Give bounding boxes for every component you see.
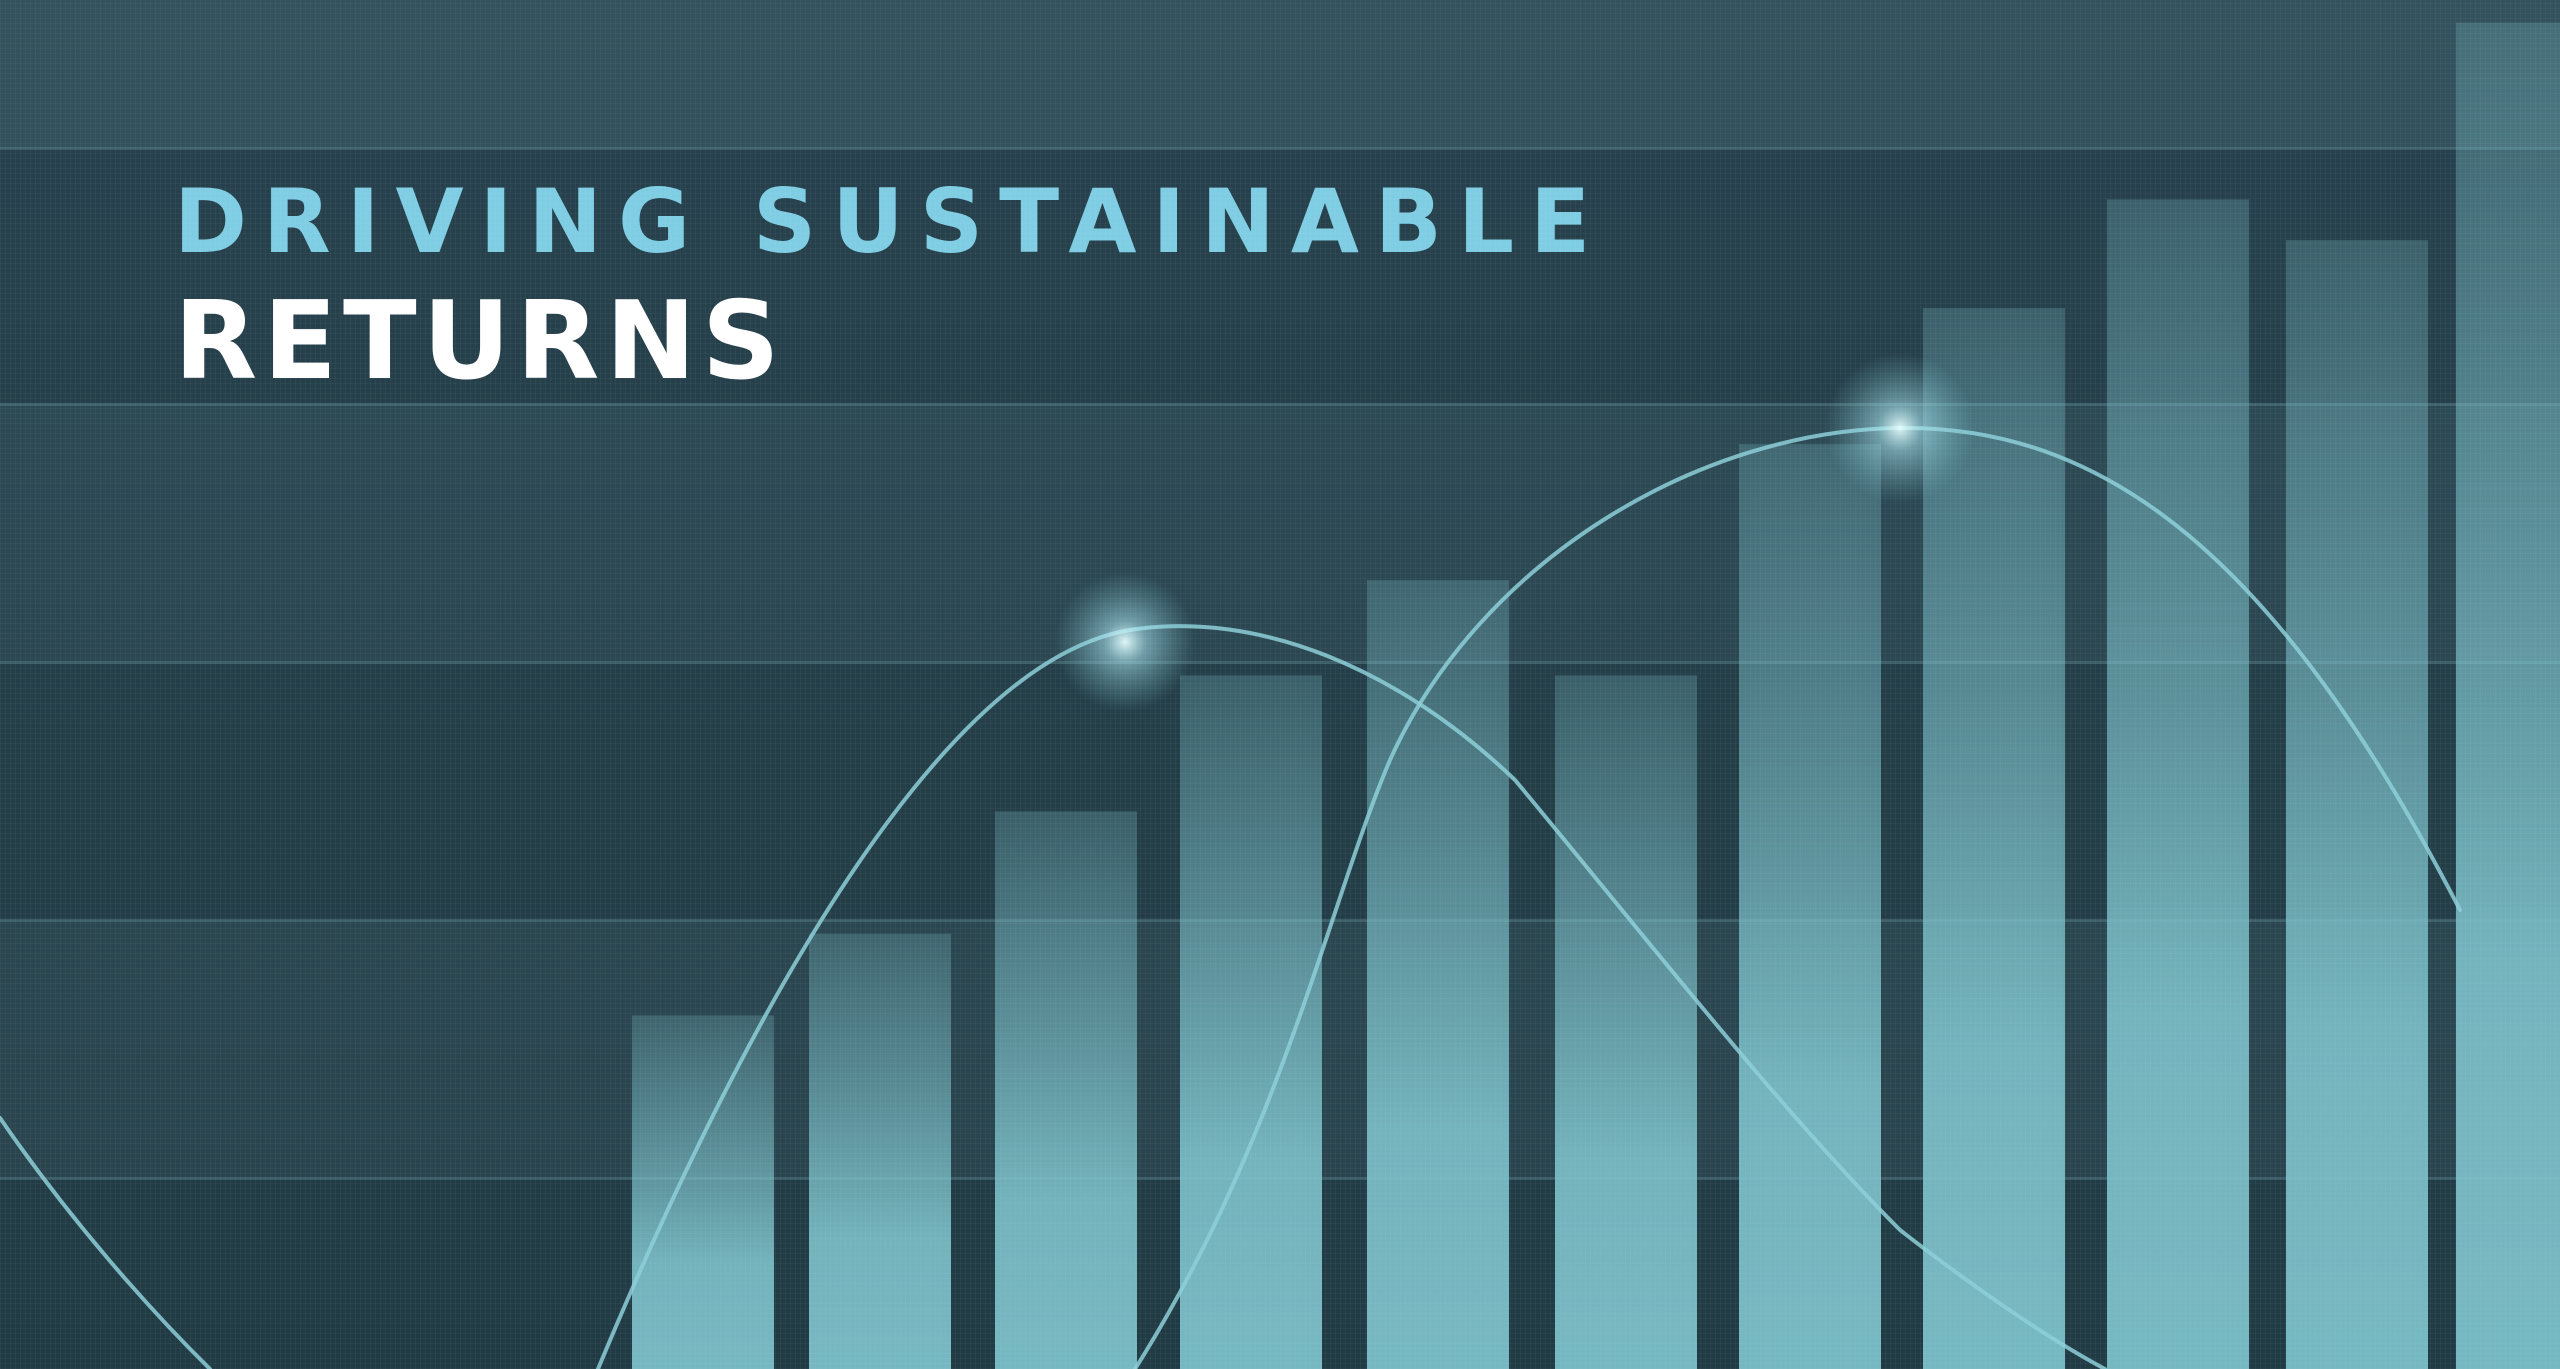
decorative-bar bbox=[995, 811, 1137, 1369]
decorative-bar bbox=[1555, 675, 1697, 1369]
headline-accent-line: DRIVING SUSTAINABLE bbox=[174, 170, 1607, 273]
band-divider bbox=[0, 403, 2560, 406]
band bbox=[0, 0, 2560, 148]
decorative-bar bbox=[1367, 580, 1509, 1369]
decorative-bar bbox=[2107, 199, 2249, 1369]
decorative-bar bbox=[1180, 675, 1322, 1369]
glow-point bbox=[1825, 353, 1975, 503]
curves-group bbox=[0, 425, 2462, 1369]
headline: DRIVING SUSTAINABLE RETURNS bbox=[174, 178, 1606, 396]
band-divider bbox=[0, 147, 2560, 150]
trend-curve-arc-1 bbox=[596, 624, 2107, 1369]
headline-main-line: RETURNS bbox=[174, 279, 786, 404]
glow-point bbox=[1055, 572, 1195, 712]
decorative-bar bbox=[632, 1015, 774, 1369]
trend-curve-left bbox=[0, 1116, 212, 1369]
band-divider bbox=[0, 661, 2560, 664]
decorative-bar bbox=[2456, 22, 2560, 1369]
trend-curve-arc-2 bbox=[1133, 425, 2462, 1369]
decorative-bar bbox=[2286, 240, 2428, 1369]
decorative-bar bbox=[809, 933, 951, 1369]
decorative-bar bbox=[1739, 444, 1881, 1369]
